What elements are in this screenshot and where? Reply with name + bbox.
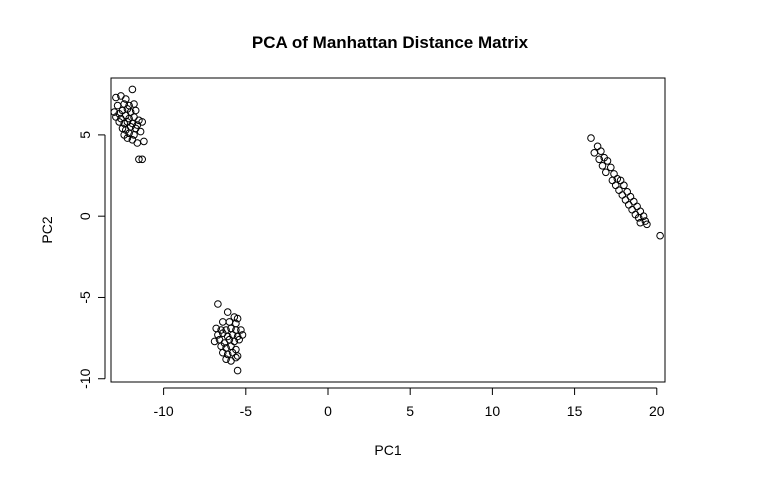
data-point [233,352,242,360]
data-point [138,155,146,164]
x-tick-label: 5 [406,403,414,419]
data-point [233,366,242,375]
x-axis-label: PC1 [374,442,401,458]
x-tick-label: 15 [567,403,583,419]
data-point [214,331,222,339]
data-point [618,191,627,199]
data-point [210,337,219,346]
data-point [639,212,648,220]
data-point [138,118,146,126]
points-layer [110,85,664,375]
data-point [233,314,242,323]
x-tick-label: 20 [649,403,665,419]
data-point [223,350,232,359]
data-point [122,95,130,103]
data-point [615,186,623,194]
data-point [214,300,222,308]
data-point [125,129,133,138]
data-point [597,147,605,155]
x-tick-label: -10 [153,403,173,419]
y-tick-label: 5 [77,131,93,139]
data-point [115,118,123,126]
x-tick-label: 10 [485,403,501,419]
data-point [219,348,227,357]
data-point [123,134,132,142]
data-point [611,181,620,190]
data-point [140,137,148,146]
y-tick-label: -10 [77,368,93,388]
data-point [219,318,227,326]
data-point [621,196,630,204]
data-point [223,308,232,316]
data-point [235,335,243,344]
data-point [133,139,142,147]
data-point [610,170,618,178]
y-tick-label: 0 [77,212,93,220]
data-point [587,134,595,142]
y-tick-label: -5 [77,291,93,304]
data-point [222,355,230,364]
data-point [643,220,651,229]
data-point [636,207,645,216]
data-point [634,214,643,222]
data-point [225,318,234,326]
y-axis: -10 -5 0 5 [77,131,106,389]
data-point [607,163,615,172]
data-point [628,205,636,214]
data-point [602,168,610,177]
data-point [595,155,604,164]
x-tick-label: -5 [240,403,253,419]
chart-title: PCA of Manhattan Distance Matrix [252,33,529,52]
x-tick-label: 0 [324,403,332,419]
data-point [623,188,632,196]
y-axis-label: PC2 [39,216,55,243]
data-point [590,149,599,157]
data-point [136,127,145,136]
data-point [593,142,602,151]
data-point [656,231,664,240]
data-point [237,326,245,334]
data-point [135,155,143,164]
data-point [110,108,119,116]
data-point [232,353,240,362]
data-point [625,201,633,209]
data-point [128,85,137,94]
data-point [603,157,612,165]
data-point [112,93,120,102]
data-point [598,162,607,170]
plot-frame [110,77,666,383]
data-point [130,131,138,139]
data-point [620,181,628,190]
x-axis: -10 -5 0 5 10 15 20 [153,387,665,419]
